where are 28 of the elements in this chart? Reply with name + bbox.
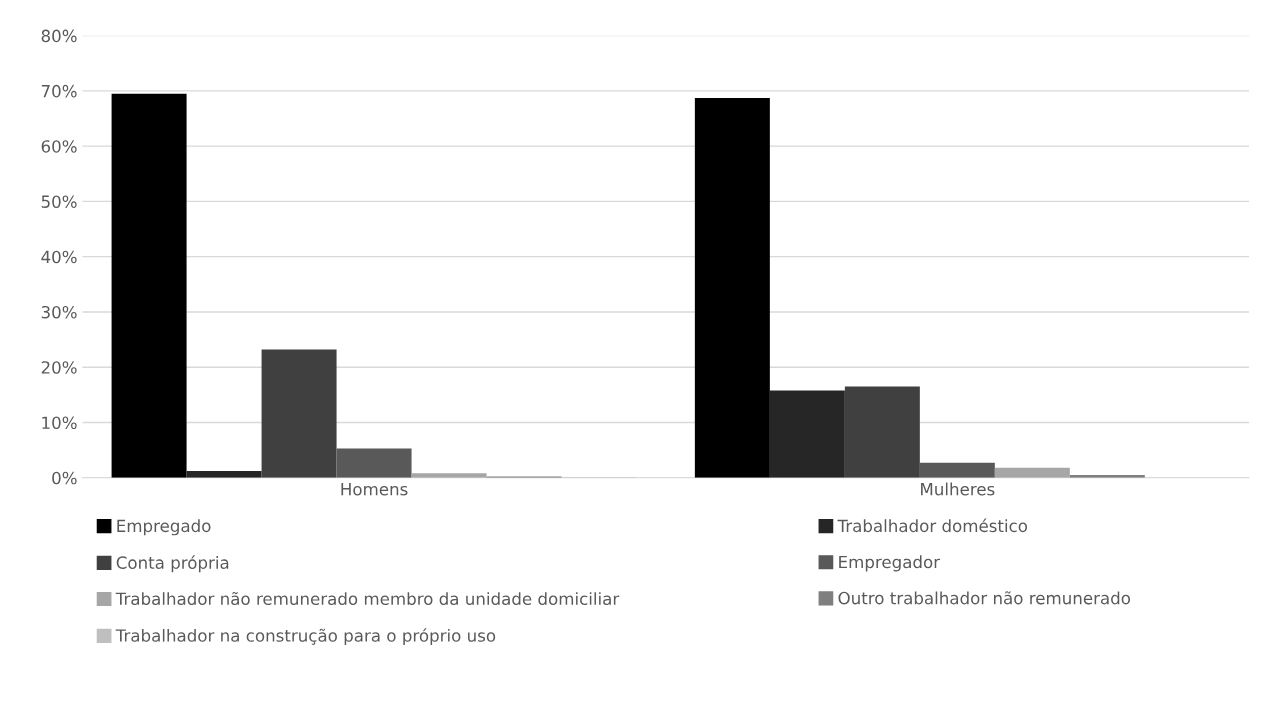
y-tick-label: 30% <box>41 305 77 319</box>
legend-label: Empregado <box>117 519 211 536</box>
y-tick-label: 10% <box>42 416 77 430</box>
legend-label: Conta própria <box>116 555 229 573</box>
bar <box>261 349 337 478</box>
bar <box>994 467 1070 478</box>
legend-label: Outro trabalhador não remunerado <box>838 591 1131 605</box>
bar <box>411 473 487 478</box>
y-tick-label: 0% <box>52 471 77 485</box>
bar <box>186 471 262 478</box>
bar <box>694 98 770 478</box>
legend-label: Trabalhador doméstico <box>837 518 1028 533</box>
y-tick-label: 70% <box>41 84 77 98</box>
bar <box>769 390 845 478</box>
y-tick-label: 50% <box>41 195 77 208</box>
legend-label: Empregador <box>839 555 941 572</box>
legend-label: Trabalhador não remunerado membro da unidade domiciliar <box>115 591 620 606</box>
bar <box>844 386 920 478</box>
bar <box>336 448 412 478</box>
bar <box>919 462 995 478</box>
y-tick-label: 20% <box>41 361 77 374</box>
bar <box>111 93 187 478</box>
y-tick-label: 60% <box>41 140 77 153</box>
y-tick-label: 40% <box>41 250 77 264</box>
legend-label: Trabalhador na construção para o próprio uso <box>115 628 496 646</box>
x-tick-label: Mulheres <box>921 482 995 496</box>
x-tick-label: Homens <box>341 483 408 496</box>
y-tick-label: 80% <box>41 29 77 43</box>
